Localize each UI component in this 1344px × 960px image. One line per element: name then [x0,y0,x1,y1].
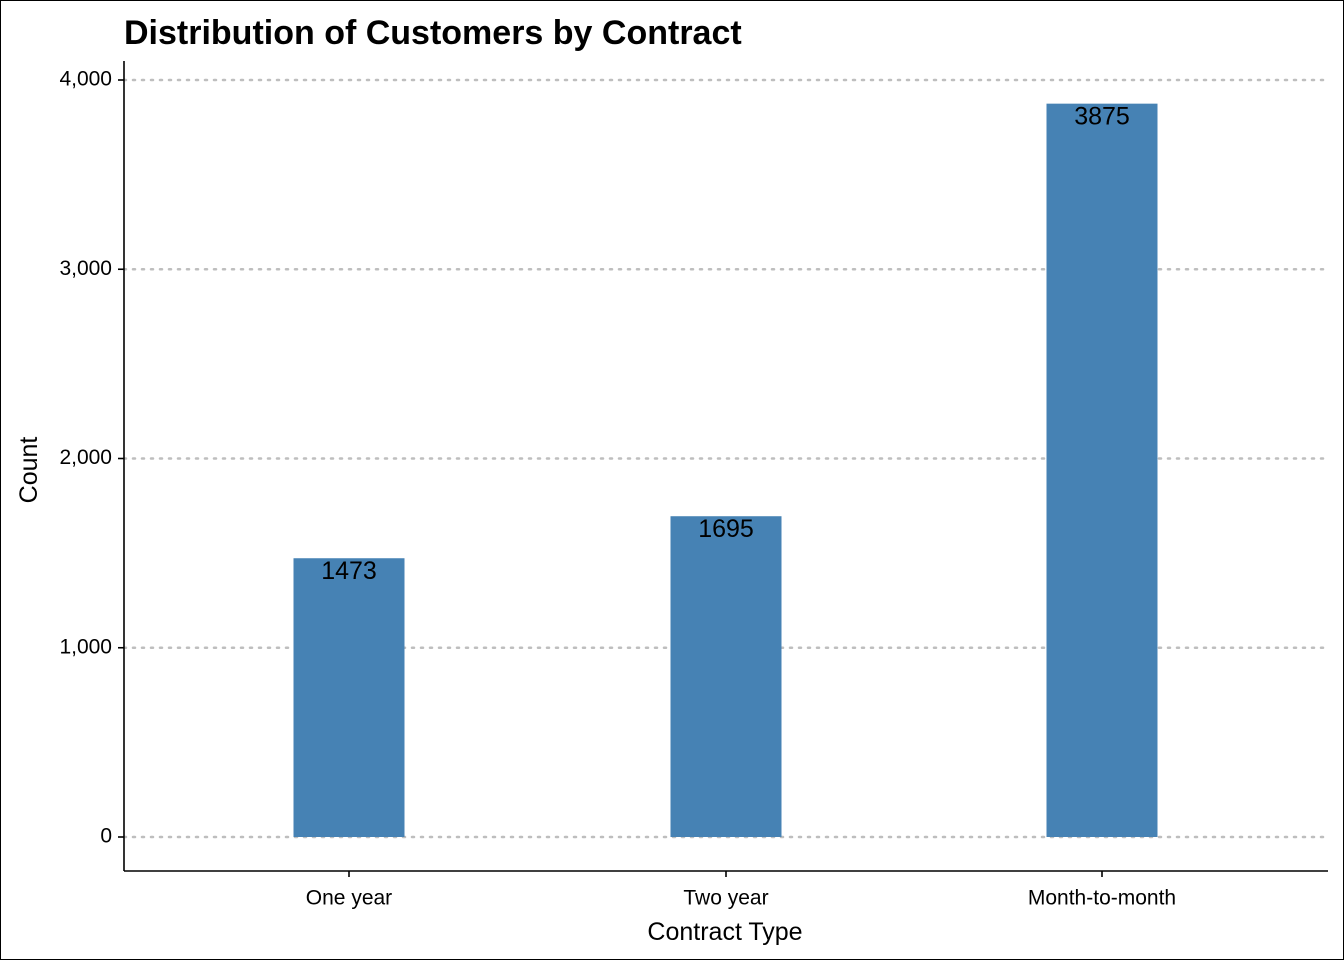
y-axis-title: Count [15,437,43,504]
bars [293,103,1158,837]
data-label: 3875 [1074,102,1130,130]
data-label: 1473 [321,557,377,585]
data-labels: 1473 1695 3875 [321,102,1130,585]
x-tick-label: One year [306,887,392,910]
y-tick-label: 1,000 [59,635,112,658]
bar-one-year [293,558,405,837]
y-tick-label: 3,000 [59,257,112,280]
y-tick-label: 0 [100,825,112,848]
x-axis-title: Contract Type [647,918,802,946]
data-label: 1695 [698,515,754,543]
chart-title: Distribution of Customers by Contract [124,14,742,52]
tick-labels: 0 1,000 2,000 3,000 4,000 One year Two year Mon… [59,68,1176,910]
x-tick-label: Two year [683,887,768,910]
bar-two-year [670,516,782,837]
bar-month-to-month [1046,103,1158,837]
x-tick-label: Month-to-month [1028,887,1176,910]
y-tick-label: 2,000 [59,446,112,469]
axes [118,61,1328,877]
y-tick-label: 4,000 [59,68,112,91]
